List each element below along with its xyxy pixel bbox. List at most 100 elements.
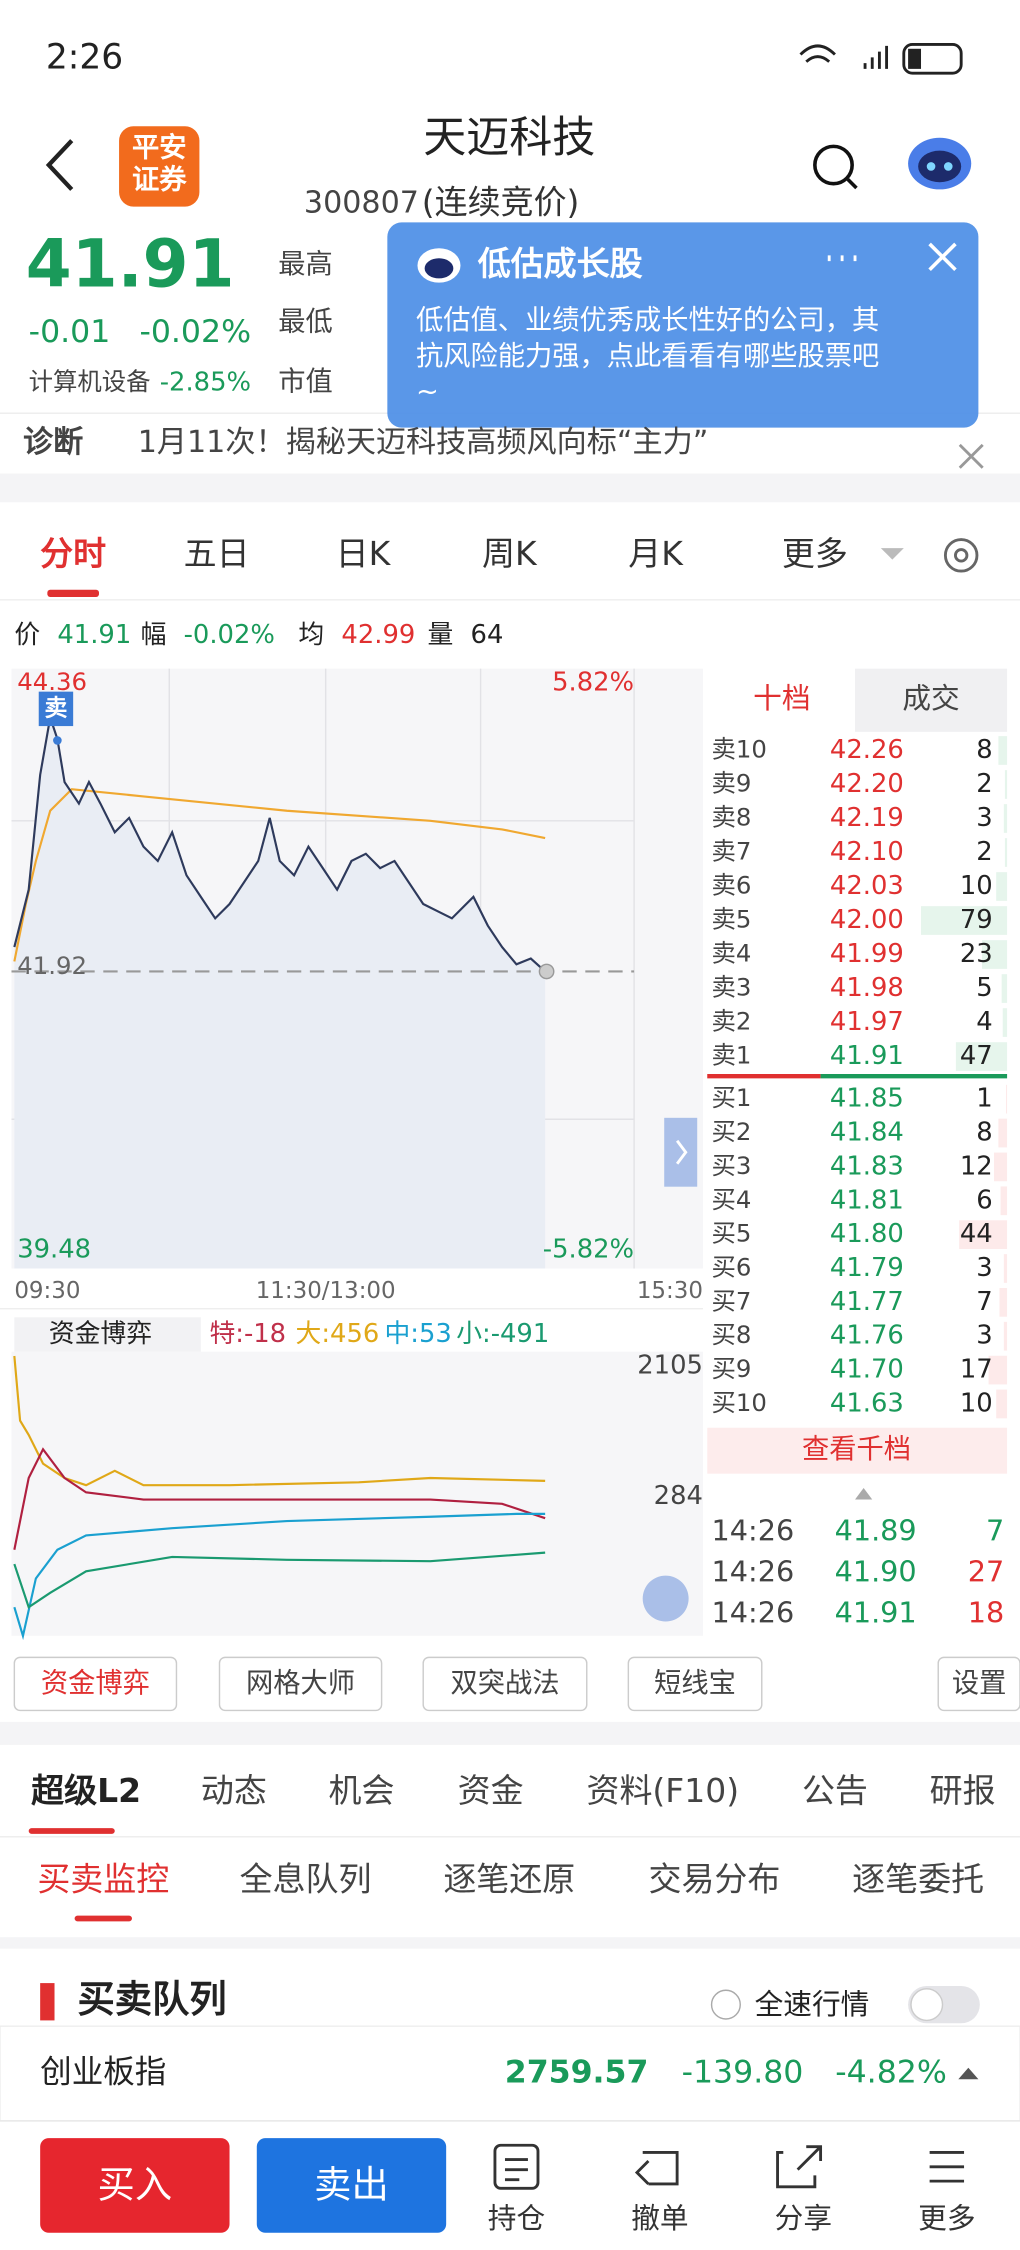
buy-label: 买入 xyxy=(98,2162,173,2206)
volume-bar xyxy=(1003,804,1008,833)
book-volume: 2 xyxy=(976,837,992,867)
nav-label[interactable]: 持仓 xyxy=(488,2201,545,2235)
clock: 2:26 xyxy=(46,37,123,77)
book-price: 41.70 xyxy=(830,1355,904,1385)
book-price: 41.84 xyxy=(830,1118,904,1148)
book-volume: 8 xyxy=(976,1118,992,1148)
section-tab[interactable]: 动态 xyxy=(201,1771,267,1810)
expand-handle[interactable] xyxy=(664,1117,698,1187)
index-pct: -4.82% xyxy=(835,2054,947,2090)
sub-tab[interactable]: 全息队列 xyxy=(240,1860,372,1899)
fund-tag[interactable] xyxy=(14,1317,201,1352)
book-price: 42.00 xyxy=(830,905,904,935)
high-label: 44.36 xyxy=(17,667,87,696)
book-price: 42.03 xyxy=(830,871,904,901)
book-price: 41.91 xyxy=(830,1041,904,1071)
info-value: 41.91 xyxy=(57,620,131,650)
stat-label: 市值 xyxy=(278,367,333,398)
trade-price: 41.91 xyxy=(835,1595,917,1629)
chart-tab[interactable]: 五日 xyxy=(184,534,250,573)
subtab-underline xyxy=(74,1915,132,1922)
section-tab[interactable]: 超级L2 xyxy=(31,1771,141,1810)
book-volume: 6 xyxy=(976,1185,992,1215)
chart-tab[interactable]: 周K xyxy=(482,534,538,573)
section-tab[interactable]: 资金 xyxy=(458,1771,524,1810)
toggle-label: 全速行情 xyxy=(755,1987,870,2021)
tool-label: 资金博弈 xyxy=(41,1668,150,1699)
book-volume: 17 xyxy=(960,1355,993,1385)
settings-button[interactable] xyxy=(943,538,979,573)
volume-bar xyxy=(996,872,1008,901)
sell-button[interactable] xyxy=(256,2138,447,2233)
book-price: 41.97 xyxy=(830,1007,904,1037)
more-depth[interactable]: 查看千档 xyxy=(802,1434,911,1465)
close-diagnosis[interactable] xyxy=(958,443,984,469)
sub-tab[interactable]: 买卖监控 xyxy=(37,1860,169,1899)
popup[interactable] xyxy=(387,222,979,428)
fullscreen-button[interactable] xyxy=(642,1575,689,1622)
sub-tab[interactable]: 交易分布 xyxy=(648,1860,780,1899)
nav-label[interactable]: 撤单 xyxy=(631,2201,688,2235)
index-bar xyxy=(0,2025,1020,2122)
section-tab[interactable]: 机会 xyxy=(329,1771,395,1810)
section-tab[interactable]: 资料(F10) xyxy=(586,1771,739,1810)
section-tab[interactable]: 研报 xyxy=(930,1771,996,1810)
info-value: 64 xyxy=(471,620,504,650)
popup-text: ~ xyxy=(416,377,439,408)
info-label: 均 xyxy=(298,620,324,650)
popup-close[interactable] xyxy=(928,242,957,272)
tool-button[interactable] xyxy=(13,1656,178,1712)
popup-title: 低估成长股 xyxy=(478,244,643,283)
book-price: 41.79 xyxy=(830,1253,904,1283)
trade-price: 41.89 xyxy=(835,1514,917,1548)
assistant-button[interactable] xyxy=(908,137,972,190)
change-pct: -0.02% xyxy=(139,314,251,350)
sub-tab[interactable]: 逐笔委托 xyxy=(852,1860,984,1899)
diagnosis-text[interactable]: 1月11次！揭秘天迈科技高频风向标“主力” xyxy=(138,425,709,460)
queue-title: 买卖队列 xyxy=(77,1977,226,2021)
chart-tab[interactable]: 更多 xyxy=(782,534,848,573)
fund-lines xyxy=(13,1355,546,1641)
sector-pct: -2.85% xyxy=(160,368,251,398)
tool-button[interactable] xyxy=(937,1656,1020,1712)
chart-tab[interactable]: 月K xyxy=(628,534,684,573)
low-pct: -5.82% xyxy=(543,1234,634,1264)
collapse-caret xyxy=(855,1488,873,1500)
volume-bar xyxy=(998,736,1008,765)
book-tab[interactable]: 十档 xyxy=(753,681,810,715)
trade-time: 14:26 xyxy=(712,1595,795,1629)
tool-button[interactable] xyxy=(422,1656,588,1712)
book-volume: 4 xyxy=(976,1007,992,1037)
low-label: 39.48 xyxy=(17,1234,91,1264)
tool-button[interactable] xyxy=(218,1656,383,1712)
volume-bar xyxy=(982,940,1008,969)
fund-scale: 2105 xyxy=(637,1351,703,1381)
nav-label[interactable]: 分享 xyxy=(775,2201,832,2235)
back-button[interactable] xyxy=(45,139,74,191)
last-point xyxy=(538,963,555,980)
sub-tab[interactable]: 逐笔还原 xyxy=(443,1860,575,1899)
chart-tab[interactable]: 日K xyxy=(336,534,392,573)
trade-time: 14:26 xyxy=(712,1554,795,1588)
nav-label[interactable]: 更多 xyxy=(918,2201,975,2235)
fund-bg xyxy=(11,1351,703,1636)
book-volume: 10 xyxy=(960,871,993,901)
fund-title: 资金博弈 xyxy=(49,1319,152,1349)
buy-button[interactable] xyxy=(40,2138,230,2233)
book-tab[interactable]: 成交 xyxy=(902,681,959,715)
section-tab[interactable]: 公告 xyxy=(802,1771,868,1810)
search-button[interactable] xyxy=(813,144,858,190)
index-caret xyxy=(958,2067,979,2080)
logo-text: 平安 xyxy=(132,133,187,164)
chart-tab[interactable]: 分时 xyxy=(40,534,106,573)
sell-marker-bg xyxy=(38,691,74,727)
tool-label: 双突战法 xyxy=(450,1668,559,1699)
tab-bg xyxy=(855,668,1008,732)
tool-button[interactable] xyxy=(627,1656,763,1712)
popup-text: 抗风险能力强，点此看看有哪些股票吧 xyxy=(416,341,879,372)
book-volume: 2 xyxy=(976,769,992,799)
volume-bar xyxy=(1005,1084,1008,1114)
more-depth-button[interactable] xyxy=(707,1427,1008,1474)
book-level: 买1 xyxy=(712,1083,752,1112)
volume-bar xyxy=(921,906,1008,935)
